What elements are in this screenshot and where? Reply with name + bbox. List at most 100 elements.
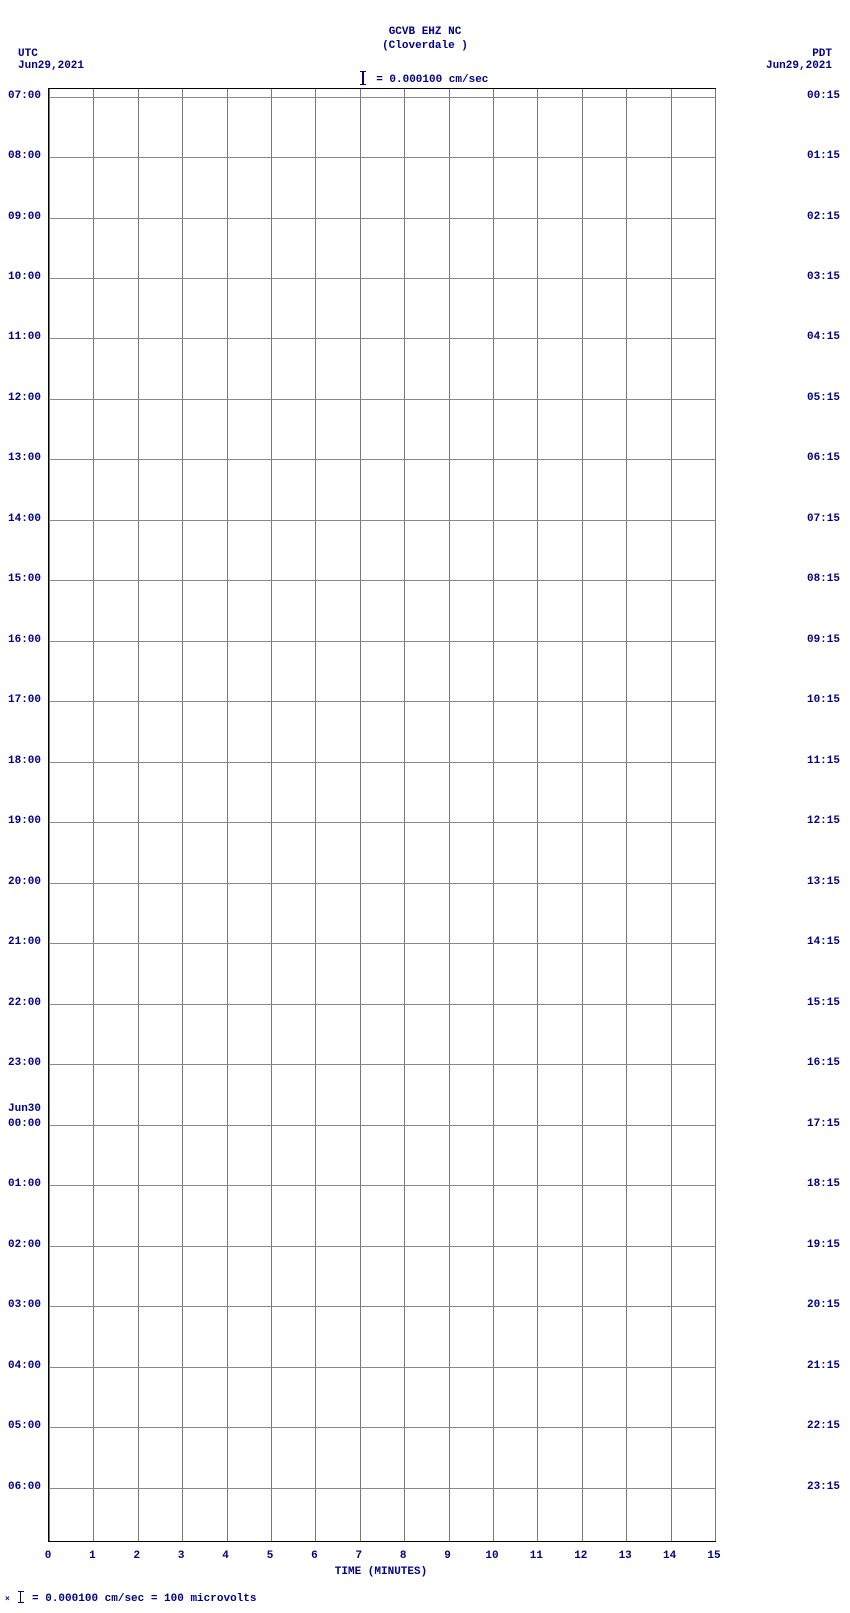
pdt-time-label: 12:15 <box>807 815 840 827</box>
pdt-time-label: 00:15 <box>807 90 840 102</box>
trace-row <box>49 520 715 521</box>
pdt-time-label: 20:15 <box>807 1299 840 1311</box>
trace-row <box>49 157 715 158</box>
header-block: GCVB EHZ NC (Cloverdale ) <box>0 25 850 54</box>
trace-row <box>49 641 715 642</box>
utc-time-label: 16:00 <box>8 634 41 646</box>
pdt-time-label: 01:15 <box>807 150 840 162</box>
trace-row <box>49 97 715 98</box>
trace-row <box>49 656 715 657</box>
grid-vline <box>360 89 361 1541</box>
grid-vline <box>182 89 183 1541</box>
x-tick: 7 <box>355 1550 362 1562</box>
trace-row <box>49 1125 715 1126</box>
trace-row <box>49 1518 715 1519</box>
trace-row <box>49 974 715 975</box>
x-tick: 11 <box>530 1550 543 1562</box>
grid-vline <box>537 89 538 1541</box>
trace-row <box>49 1442 715 1443</box>
trace-row <box>49 626 715 627</box>
trace-row <box>49 565 715 566</box>
trace-row <box>49 444 715 445</box>
trace-row <box>49 1533 715 1534</box>
pdt-time-label: 06:15 <box>807 452 840 464</box>
x-tick: 14 <box>663 1550 676 1562</box>
trace-row <box>49 308 715 309</box>
grid-vline <box>315 89 316 1541</box>
grid-vline <box>671 89 672 1541</box>
trace-row <box>49 868 715 869</box>
trace-row <box>49 1004 715 1005</box>
trace-row <box>49 414 715 415</box>
trace-row <box>49 837 715 838</box>
utc-time-label: 23:00 <box>8 1057 41 1069</box>
utc-time-label: 02:00 <box>8 1239 41 1251</box>
pdt-time-label: 11:15 <box>807 755 840 767</box>
grid-vline <box>493 89 494 1541</box>
station-code: GCVB EHZ NC <box>0 25 850 39</box>
trace-row <box>49 233 715 234</box>
x-tick: 13 <box>619 1550 632 1562</box>
grid-vline <box>93 89 94 1541</box>
utc-time-label: 09:00 <box>8 211 41 223</box>
trace-row <box>49 989 715 990</box>
trace-row <box>49 429 715 430</box>
trace-row <box>49 883 715 884</box>
trace-row <box>49 1019 715 1020</box>
trace-row <box>49 853 715 854</box>
utc-time-label: 21:00 <box>8 936 41 948</box>
pdt-time-label: 22:15 <box>807 1420 840 1432</box>
pdt-time-label: 08:15 <box>807 573 840 585</box>
pdt-time-label: 07:15 <box>807 513 840 525</box>
x-tick: 10 <box>485 1550 498 1562</box>
grid-vline <box>404 89 405 1541</box>
x-tick: 0 <box>45 1550 52 1562</box>
trace-row <box>49 762 715 763</box>
pdt-time-label: 18:15 <box>807 1178 840 1190</box>
trace-row <box>49 898 715 899</box>
trace-row <box>49 596 715 597</box>
trace-row <box>49 1200 715 1201</box>
footer-text: = 0.000100 cm/sec = 100 microvolts <box>32 1593 256 1605</box>
x-tick: 4 <box>222 1550 229 1562</box>
trace-row <box>49 732 715 733</box>
trace-row <box>49 202 715 203</box>
trace-row <box>49 550 715 551</box>
trace-row <box>49 1382 715 1383</box>
pdt-time-label: 10:15 <box>807 694 840 706</box>
trace-row <box>49 1427 715 1428</box>
trace-row <box>49 1412 715 1413</box>
trace-row <box>49 1246 715 1247</box>
x-tick: 3 <box>178 1550 185 1562</box>
x-tick: 5 <box>267 1550 274 1562</box>
trace-row <box>49 958 715 959</box>
grid-vline <box>449 89 450 1541</box>
trace-row <box>49 1488 715 1489</box>
trace-row <box>49 580 715 581</box>
pdt-time-label: 21:15 <box>807 1360 840 1372</box>
trace-row <box>49 278 715 279</box>
trace-row <box>49 913 715 914</box>
trace-row <box>49 127 715 128</box>
trace-row <box>49 1185 715 1186</box>
utc-time-label: 13:00 <box>8 452 41 464</box>
trace-row <box>49 716 715 717</box>
trace-row <box>49 323 715 324</box>
utc-time-label: 05:00 <box>8 1420 41 1432</box>
utc-time-label: 03:00 <box>8 1299 41 1311</box>
pdt-time-label: 17:15 <box>807 1118 840 1130</box>
utc-time-label: 01:00 <box>8 1178 41 1190</box>
trace-row <box>49 1503 715 1504</box>
trace-row <box>49 1170 715 1171</box>
trace-row <box>49 671 715 672</box>
trace-row <box>49 459 715 460</box>
pdt-time-label: 23:15 <box>807 1481 840 1493</box>
x-tick: 8 <box>400 1550 407 1562</box>
utc-time-label: 04:00 <box>8 1360 41 1372</box>
trace-row <box>49 822 715 823</box>
utc-text: UTC <box>18 48 84 60</box>
trace-row <box>49 399 715 400</box>
pdt-time-label: 05:15 <box>807 392 840 404</box>
trace-row <box>49 928 715 929</box>
trace-row <box>49 1155 715 1156</box>
